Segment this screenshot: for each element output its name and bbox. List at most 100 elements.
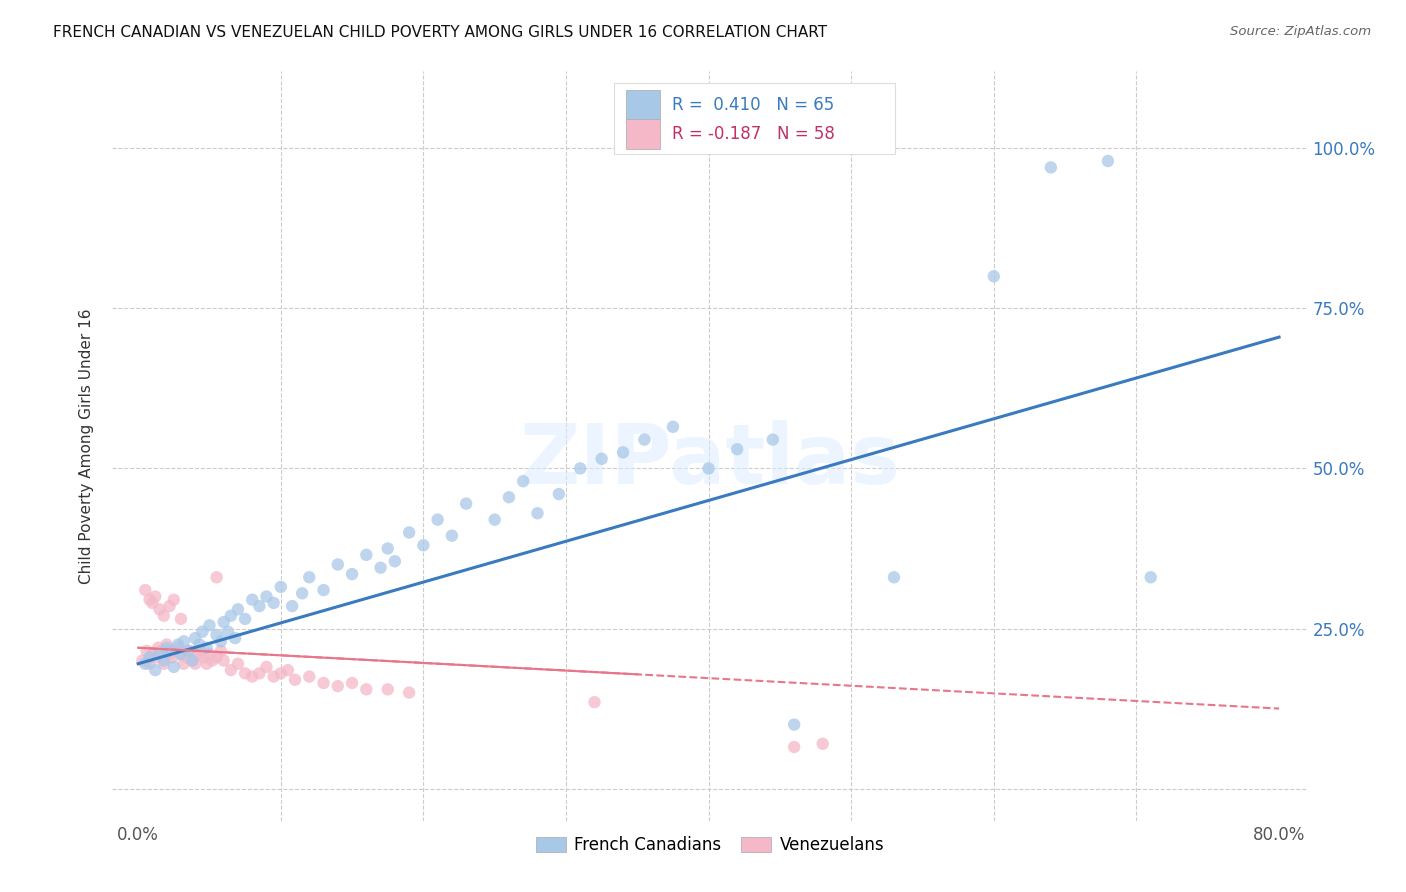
Point: [167, 638, 190, 652]
Point: [181, 654, 204, 668]
Point: [247, 599, 270, 613]
Point: [398, 525, 420, 540]
Point: [195, 640, 218, 655]
Point: [153, 654, 176, 668]
Point: [526, 506, 548, 520]
Point: [697, 461, 720, 475]
Point: [298, 669, 321, 683]
Point: [983, 269, 1005, 284]
Point: [377, 682, 399, 697]
Point: [219, 663, 242, 677]
Point: [270, 580, 292, 594]
Point: [170, 612, 193, 626]
Point: [205, 628, 228, 642]
Point: [177, 644, 200, 658]
Point: [209, 634, 232, 648]
FancyBboxPatch shape: [614, 83, 896, 153]
Point: [783, 739, 806, 754]
Point: [583, 695, 606, 709]
Point: [163, 660, 186, 674]
Point: [187, 647, 209, 661]
Point: [384, 554, 406, 568]
Point: [201, 654, 224, 668]
Text: Source: ZipAtlas.com: Source: ZipAtlas.com: [1230, 25, 1371, 38]
Point: [205, 570, 228, 584]
Point: [131, 654, 153, 668]
Point: [233, 612, 256, 626]
Text: ZIPatlas: ZIPatlas: [520, 420, 900, 501]
Point: [326, 679, 349, 693]
Point: [263, 669, 285, 683]
Point: [173, 634, 195, 648]
Point: [883, 570, 905, 584]
Point: [370, 560, 392, 574]
Point: [277, 663, 299, 677]
Point: [291, 586, 314, 600]
Point: [398, 685, 420, 699]
Point: [209, 644, 232, 658]
Point: [263, 596, 285, 610]
Legend: French Canadians, Venezuelans: French Canadians, Venezuelans: [529, 830, 891, 861]
Point: [356, 682, 378, 697]
Point: [159, 647, 181, 661]
Point: [312, 676, 335, 690]
Point: [340, 567, 363, 582]
Point: [165, 644, 187, 658]
Point: [298, 570, 321, 584]
Point: [170, 647, 193, 661]
Point: [181, 654, 204, 668]
Point: [170, 647, 193, 661]
Point: [159, 644, 181, 658]
Text: FRENCH CANADIAN VS VENEZUELAN CHILD POVERTY AMONG GIRLS UNDER 16 CORRELATION CHA: FRENCH CANADIAN VS VENEZUELAN CHILD POVE…: [53, 25, 828, 40]
Point: [156, 638, 179, 652]
Point: [547, 487, 569, 501]
FancyBboxPatch shape: [627, 119, 659, 149]
Point: [326, 558, 349, 572]
Point: [569, 461, 592, 475]
Point: [143, 590, 166, 604]
Point: [281, 599, 304, 613]
Point: [148, 647, 170, 661]
Point: [179, 644, 201, 658]
Point: [484, 513, 506, 527]
Point: [167, 640, 190, 655]
Point: [240, 592, 263, 607]
Point: [1097, 154, 1119, 169]
Point: [240, 669, 263, 683]
Point: [148, 602, 170, 616]
Point: [456, 497, 478, 511]
Point: [811, 737, 834, 751]
Text: R =  0.410   N = 65: R = 0.410 N = 65: [672, 96, 834, 114]
Point: [134, 583, 156, 598]
Point: [149, 644, 172, 658]
Point: [138, 592, 160, 607]
Point: [224, 631, 246, 645]
Point: [141, 596, 163, 610]
Point: [205, 650, 228, 665]
Point: [247, 666, 270, 681]
Point: [377, 541, 399, 556]
Point: [190, 644, 212, 658]
Point: [762, 433, 785, 447]
Point: [340, 676, 363, 690]
Point: [138, 657, 160, 671]
Point: [233, 666, 256, 681]
Point: [725, 442, 748, 457]
Point: [173, 657, 195, 671]
Point: [256, 660, 278, 674]
Point: [195, 657, 218, 671]
Point: [356, 548, 378, 562]
Point: [256, 590, 278, 604]
Point: [591, 451, 613, 466]
Point: [184, 657, 207, 671]
Text: R = -0.187   N = 58: R = -0.187 N = 58: [672, 125, 835, 143]
Point: [146, 640, 169, 655]
Point: [134, 657, 156, 671]
Point: [162, 650, 184, 665]
Point: [198, 618, 221, 632]
Point: [498, 490, 520, 504]
Point: [426, 513, 449, 527]
Point: [188, 638, 211, 652]
Point: [198, 647, 221, 661]
Point: [193, 650, 215, 665]
